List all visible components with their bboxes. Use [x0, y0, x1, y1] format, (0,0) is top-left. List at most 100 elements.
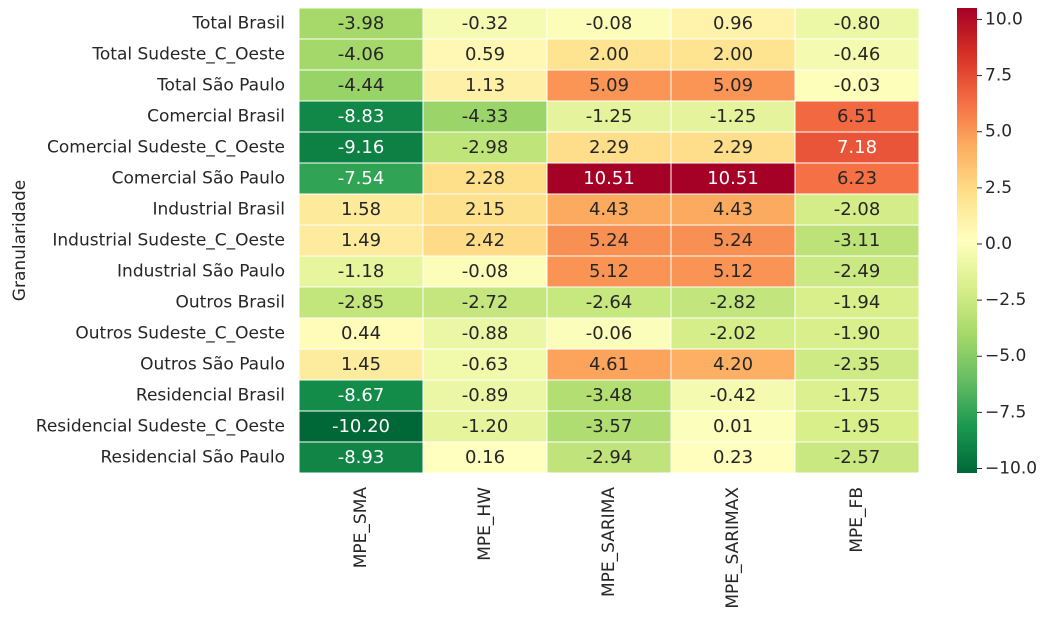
heatmap-cell — [422, 100, 548, 133]
cell-value-label: 2.00 — [589, 44, 629, 65]
heatmap-cell — [670, 441, 796, 474]
cell-value-label: -1.75 — [834, 385, 881, 406]
cell-value-label: -0.08 — [586, 13, 633, 34]
cell-value-label: 1.58 — [341, 199, 381, 220]
cell-value-label: -0.42 — [710, 385, 757, 406]
heatmap-cell — [670, 69, 796, 102]
cell-value-label: 2.42 — [465, 230, 505, 251]
cell-value-label: -4.33 — [462, 106, 509, 127]
cell-value-label: 0.44 — [341, 323, 381, 344]
heatmap-cell — [794, 255, 920, 288]
heatmap-cell — [298, 131, 424, 164]
heatmap-cell — [298, 286, 424, 319]
cell-value-label: -0.06 — [586, 323, 633, 344]
colorbar-tick-label: −5.0 — [985, 346, 1026, 366]
cell-value-label: 0.23 — [713, 447, 753, 468]
cell-value-label: -4.44 — [338, 75, 385, 96]
heatmap-cell — [670, 379, 796, 412]
column-labels: MPE_SMA MPE_HW MPE_SARIMA MPE_SARIMAX MPE_FB — [351, 487, 867, 609]
cell-value-label: -2.85 — [338, 292, 385, 313]
colorbar — [957, 8, 977, 473]
heatmap-cell — [546, 441, 672, 474]
heatmap-cell — [670, 162, 796, 195]
row-tick-label: Total Brasil — [192, 14, 285, 34]
cell-value-label: -2.98 — [462, 137, 509, 158]
cell-value-label: 1.49 — [341, 230, 381, 251]
cell-value-label: -8.83 — [338, 106, 385, 127]
heatmap-cell — [670, 100, 796, 133]
heatmap-cell — [794, 38, 920, 71]
heatmap-cell — [298, 379, 424, 412]
row-tick-label: Residencial Brasil — [136, 386, 285, 406]
heatmap-cell — [422, 69, 548, 102]
heatmap-cell — [794, 224, 920, 257]
cell-value-label: -0.46 — [834, 44, 881, 65]
cell-value-label: 1.45 — [341, 354, 381, 375]
cell-value-label: -1.95 — [834, 416, 881, 437]
colorbar-tick-label: 10.0 — [985, 9, 1023, 29]
heatmap-cell — [670, 348, 796, 381]
cell-value-label: 4.43 — [713, 199, 753, 220]
heatmap-cell — [298, 7, 424, 40]
heatmap-cell — [422, 7, 548, 40]
heatmap-cell — [794, 441, 920, 474]
cell-value-label: 2.15 — [465, 199, 505, 220]
heatmap-cell — [298, 193, 424, 226]
y-axis-title: Granularidade — [10, 180, 30, 301]
heatmap-cell — [422, 441, 548, 474]
cell-value-label: -0.80 — [834, 13, 881, 34]
cell-value-label: -8.67 — [338, 385, 385, 406]
cell-value-label: 6.23 — [837, 168, 877, 189]
row-tick-label: Outros Sudeste_C_Oeste — [75, 324, 285, 344]
row-tick-label: Industrial São Paulo — [117, 262, 285, 282]
column-tick-label: MPE_SMA — [351, 487, 371, 569]
heatmap-cell — [546, 162, 672, 195]
cell-value-label: -10.20 — [332, 416, 390, 437]
cell-value-label: -1.94 — [834, 292, 881, 313]
cell-value-label: -4.06 — [338, 44, 385, 65]
row-tick-label: Comercial Sudeste_C_Oeste — [47, 138, 285, 158]
colorbar-tick-label: 7.5 — [985, 66, 1012, 86]
colorbar-tick-label: −10.0 — [985, 459, 1037, 479]
colorbar-tick-label: −7.5 — [985, 402, 1026, 422]
column-tick-label: MPE_FB — [847, 487, 867, 553]
heatmap-cell — [546, 7, 672, 40]
heatmap-cell — [422, 162, 548, 195]
heatmap-cell — [670, 286, 796, 319]
heatmap-cell — [422, 286, 548, 319]
row-tick-label: Outros São Paulo — [140, 355, 285, 375]
heatmap-cell — [670, 410, 796, 443]
cell-value-label: -7.54 — [338, 168, 385, 189]
cell-value-label: 1.13 — [465, 75, 505, 96]
cell-value-label: 2.00 — [713, 44, 753, 65]
cell-value-label: -2.72 — [462, 292, 509, 313]
cell-value-label: -1.25 — [710, 106, 757, 127]
row-tick-label: Comercial São Paulo — [112, 169, 285, 189]
cell-value-label: 5.24 — [713, 230, 753, 251]
heatmap-cell — [546, 410, 672, 443]
heatmap-cell — [546, 38, 672, 71]
heatmap-cell — [794, 410, 920, 443]
heatmap-cell — [422, 131, 548, 164]
cell-value-label: -3.11 — [834, 230, 881, 251]
heatmap-cell — [794, 379, 920, 412]
cell-value-label: 5.09 — [713, 75, 753, 96]
heatmap-cell — [298, 224, 424, 257]
heatmap-cell — [298, 100, 424, 133]
cell-value-label: 7.18 — [837, 137, 877, 158]
cell-value-label: -0.89 — [462, 385, 509, 406]
heatmap-cell — [794, 100, 920, 133]
cell-value-label: -8.93 — [338, 447, 385, 468]
cell-value-label: 0.01 — [713, 416, 753, 437]
row-tick-label: Outros Brasil — [176, 293, 285, 313]
cell-value-label: -2.57 — [834, 447, 881, 468]
heatmap-cell — [546, 131, 672, 164]
cell-value-label: -3.48 — [586, 385, 633, 406]
column-tick-label: MPE_SARIMA — [599, 487, 619, 597]
row-labels: Total Brasil Total Sudeste_C_Oeste Total S… — [36, 14, 285, 468]
cell-value-label: -2.49 — [834, 261, 881, 282]
cell-value-label: -2.02 — [710, 323, 757, 344]
cell-value-label: -2.08 — [834, 199, 881, 220]
heatmap-cell — [546, 317, 672, 350]
